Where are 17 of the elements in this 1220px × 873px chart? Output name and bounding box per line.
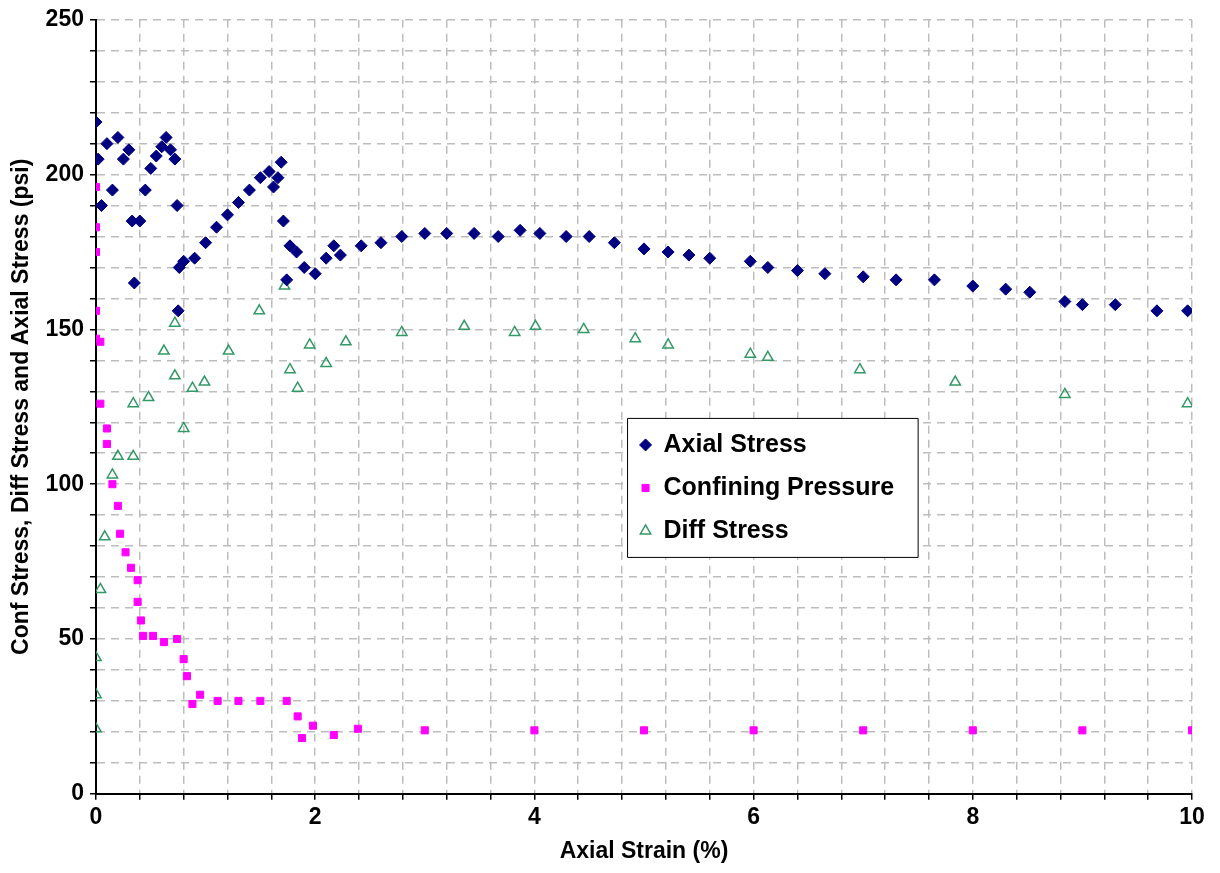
y-tick-label: 200 [45,159,84,186]
x-tick-label: 6 [747,802,760,829]
x-tick-label: 0 [89,802,103,829]
y-tick-label: 0 [71,779,84,806]
legend-label: Diff Stress [663,514,789,543]
x-tick-label: 8 [966,802,980,829]
x-tick-label: 4 [527,802,541,829]
y-tick-label: 50 [58,624,84,651]
x-axis-title: Axial Strain (%) [559,836,729,863]
x-tick-label: 2 [308,802,322,829]
legend-label: Confining Pressure [663,471,895,500]
y-axis-title: Conf Stress, Diff Stress and Axial Stress (psi) [7,158,34,655]
legend-label: Axial Stress [663,428,807,457]
y-tick-label: 150 [45,314,84,341]
y-tick-label: 100 [45,469,84,496]
y-tick-label: 250 [45,5,84,32]
x-tick-label: 10 [1179,802,1205,829]
